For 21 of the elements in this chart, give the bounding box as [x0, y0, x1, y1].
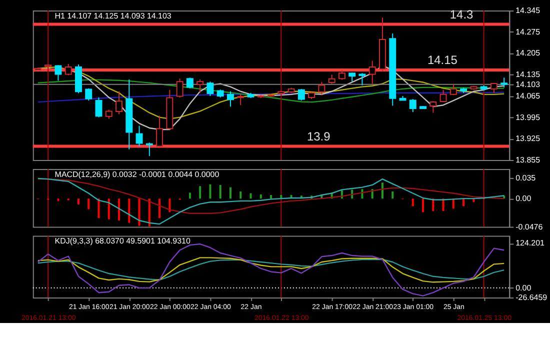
y-tick-label: 14.103 [516, 80, 541, 89]
y-tick-label: 13.925 [516, 134, 541, 144]
y-tick-label: 14.345 [516, 6, 541, 16]
y-tick-label: 14.135 [516, 70, 541, 80]
y-tick-label: 124.201 [516, 238, 545, 248]
ref-line-label: 14.3 [450, 7, 474, 22]
chart-title: MACD(12,26,9) 0.0032 -0.0001 0.0044 0.0000 [54, 170, 220, 179]
ref-line-label: 13.9 [307, 129, 331, 144]
y-tick-label: 13.995 [516, 112, 541, 122]
ref-line-label: 14.15 [428, 53, 458, 68]
y-tick-label: 14.275 [516, 27, 541, 36]
y-tick-label: -0.0476 [516, 222, 544, 232]
y-tick-label: 13.855 [516, 155, 541, 164]
y-tick-label: 0.035 [516, 173, 536, 182]
y-tick-label: 0.00 [516, 283, 532, 292]
chart-title: KDJ(9,3,3) 68.0370 49.5901 104.9310 [54, 236, 191, 246]
y-tick-label: -26.6459 [516, 292, 548, 302]
chart-title: H1 14.107 14.125 14.093 14.103 [54, 12, 172, 21]
y-tick-label: 14.065 [516, 91, 541, 100]
y-tick-label: 0.00 [516, 194, 532, 204]
y-tick-label: 14.205 [516, 48, 541, 58]
